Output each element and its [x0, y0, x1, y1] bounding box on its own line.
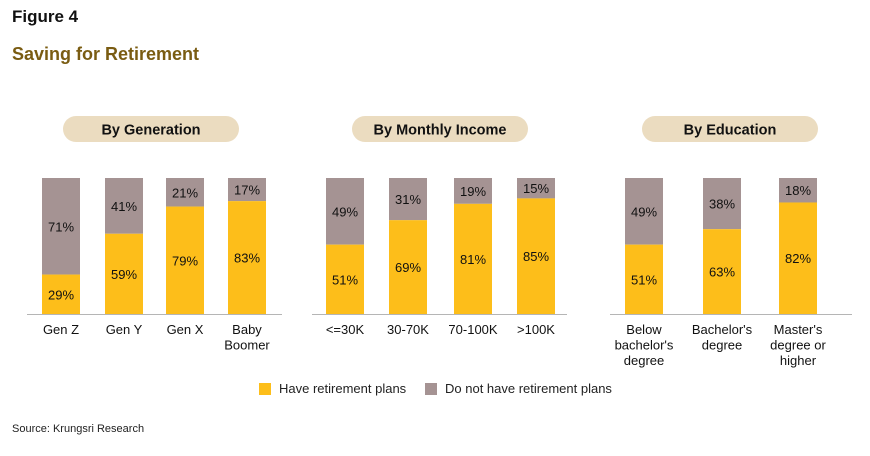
data-label-not-have-master-s-degree-or-higher: 18% [785, 183, 811, 198]
bar-not-have-gen-z [42, 178, 80, 275]
panel-title-1: By Monthly Income [374, 123, 507, 139]
panel-title-2: By Education [684, 123, 777, 139]
source-note: Source: Krungsri Research [12, 423, 145, 435]
bar-not-have-gen-x [166, 178, 204, 207]
bar-have-below-bachelor-s-degree [625, 244, 663, 314]
legend-label-not-have: Do not have retirement plans [445, 381, 612, 396]
panel-title-pill-1 [352, 116, 528, 142]
data-label-have-70-100k: 81% [460, 252, 486, 267]
data-label-have-bachelor-s-degree: 63% [709, 265, 735, 280]
bar-not-have-master-s-degree-or-higher [779, 178, 817, 203]
data-label-not-have-gen-y: 41% [111, 199, 137, 214]
tick-label-gen-x: Gen X [167, 322, 204, 337]
bar-not-have-30k [326, 178, 364, 245]
bar-not-have-baby-boomer [228, 178, 266, 202]
bar-have-gen-x [166, 206, 204, 314]
legend-swatch-have [259, 382, 271, 395]
bar-not-have-30-70k [389, 178, 427, 221]
bar-not-have-100k [517, 178, 555, 199]
bar-have-bachelor-s-degree [703, 229, 741, 314]
data-label-have-30-70k: 69% [395, 260, 421, 275]
legend-item-have: Have retirement plans [259, 381, 406, 396]
tick-label-below-bachelor-s-degree: Below bachelor's degree [615, 322, 674, 368]
tick-label-gen-y: Gen Y [106, 322, 143, 337]
tick-label-gen-z: Gen Z [43, 322, 79, 337]
tick-label-70-100k: 70-100K [448, 322, 497, 337]
tick-label-bachelor-s-degree: Bachelor's degree [692, 322, 753, 353]
data-label-have-master-s-degree-or-higher: 82% [785, 251, 811, 266]
bar-not-have-gen-y [105, 178, 143, 234]
data-label-not-have-gen-x: 21% [172, 185, 198, 200]
data-label-not-have-70-100k: 19% [460, 184, 486, 199]
panel-title-pill-0 [63, 116, 239, 142]
chart-title: Saving for Retirement [12, 44, 200, 64]
data-label-not-have-30-70k: 31% [395, 192, 421, 207]
legend-label-have: Have retirement plans [279, 381, 407, 396]
bar-not-have-below-bachelor-s-degree [625, 178, 663, 245]
data-label-not-have-baby-boomer: 17% [234, 183, 260, 198]
legend: Have retirement plans Do not have retire… [0, 381, 870, 401]
figure-label: Figure 4 [12, 7, 79, 26]
bar-have-gen-z [42, 274, 80, 314]
data-label-have-30k: 51% [332, 272, 358, 287]
tick-label-100k: >100K [517, 322, 555, 337]
bar-have-baby-boomer [228, 201, 266, 314]
data-label-not-have-gen-z: 71% [48, 219, 74, 234]
data-label-have-gen-z: 29% [48, 287, 74, 302]
tick-label-30k: <=30K [326, 322, 365, 337]
bar-have-30k [326, 244, 364, 314]
bar-have-70-100k [454, 203, 492, 314]
bar-have-30-70k [389, 220, 427, 314]
data-label-have-below-bachelor-s-degree: 51% [631, 272, 657, 287]
bar-not-have-bachelor-s-degree [703, 178, 741, 230]
tick-label-30-70k: 30-70K [387, 322, 429, 337]
data-label-not-have-30k: 49% [332, 204, 358, 219]
chart-canvas: By Generation 71% 29% Gen Z 41% 59% Gen Y 21% 79… [27, 116, 852, 368]
bar-have-master-s-degree-or-higher [779, 202, 817, 314]
tick-label-master-s-degree-or-higher: Master's degree or higher [770, 322, 826, 368]
bar-have-100k [517, 198, 555, 314]
data-label-have-gen-y: 59% [111, 267, 137, 282]
legend-item-not-have: Do not have retirement plans [425, 381, 612, 396]
legend-swatch-not-have [425, 382, 437, 395]
data-label-have-100k: 85% [523, 249, 549, 264]
bar-not-have-70-100k [454, 178, 492, 204]
panel-title-0: By Generation [101, 123, 200, 139]
data-label-have-baby-boomer: 83% [234, 251, 260, 266]
bar-have-gen-y [105, 233, 143, 314]
data-label-have-gen-x: 79% [172, 253, 198, 268]
panel-title-pill-2 [642, 116, 818, 142]
data-label-not-have-below-bachelor-s-degree: 49% [631, 204, 657, 219]
tick-label-baby-boomer: Baby Boomer [224, 322, 270, 353]
data-label-not-have-100k: 15% [523, 181, 549, 196]
data-label-not-have-bachelor-s-degree: 38% [709, 197, 735, 212]
